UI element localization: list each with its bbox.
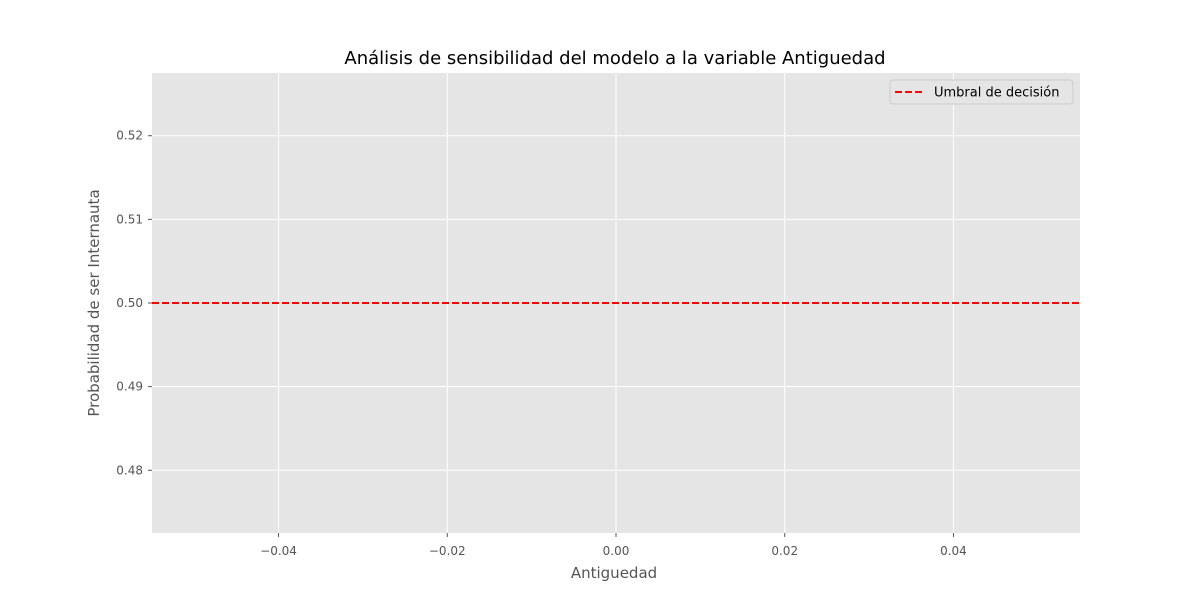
y-axis-label: Probabilidad de ser Internauta [85, 189, 103, 416]
y-tick-label: 0.51 [116, 212, 143, 226]
legend-label: Umbral de decisión [934, 86, 1059, 101]
y-tick-label: 0.48 [116, 463, 143, 477]
y-tick-label: 0.50 [116, 296, 143, 310]
y-tick-label: 0.49 [116, 380, 143, 394]
x-axis-label: Antiguedad [571, 564, 657, 582]
legend-box [889, 79, 1074, 105]
x-tick-label: −0.02 [429, 544, 466, 558]
x-tick-label: 0.02 [771, 544, 798, 558]
x-tick-label: −0.04 [260, 544, 297, 558]
x-axis-ticks: −0.04 −0.02 0.00 0.02 0.04 [260, 533, 967, 558]
legend: Umbral de decisión [889, 79, 1074, 105]
y-tick-label: 0.52 [116, 129, 143, 143]
chart-title: Análisis de sensibilidad del modelo a la… [344, 48, 885, 69]
x-tick-label: 0.04 [940, 544, 967, 558]
x-tick-label: 0.00 [603, 544, 630, 558]
y-axis-ticks: 0.48 0.49 0.50 0.51 0.52 [116, 129, 152, 477]
